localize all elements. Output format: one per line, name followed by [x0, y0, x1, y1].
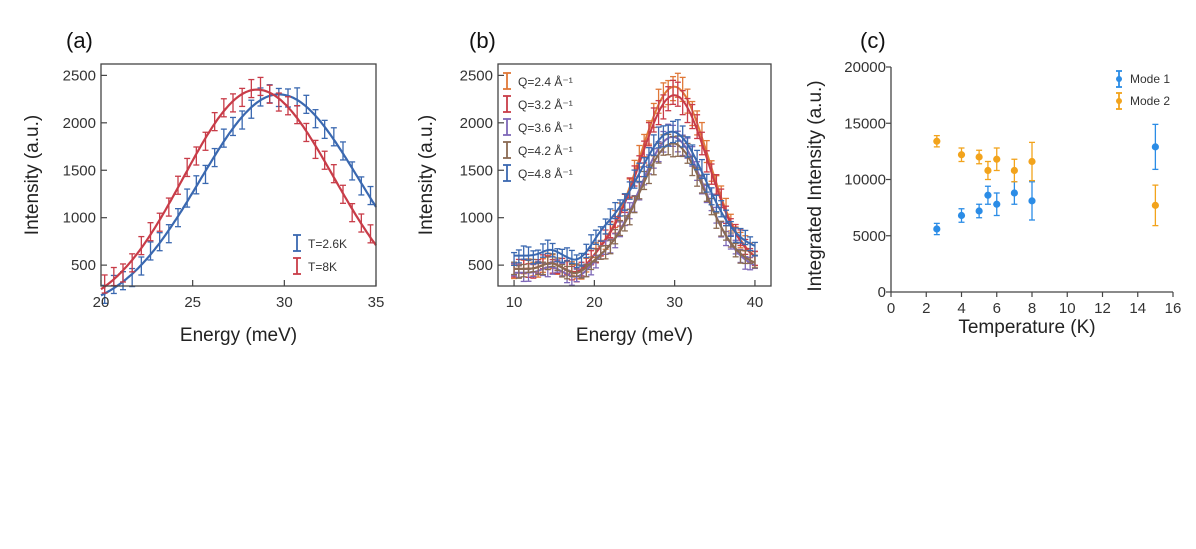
x-tick-label: 20: [93, 294, 110, 311]
x-tick-label: 8: [1028, 300, 1036, 317]
panel-a-ticks: 20 25 30 35 500 1000 1500 2000 2500: [63, 67, 385, 311]
x-tick-label: 4: [957, 300, 965, 317]
y-tick-label: 10000: [844, 172, 886, 189]
legend-label-t2.6k: T=2.6K: [308, 237, 347, 251]
panel-b-ylabel: Intensity (a.u.): [416, 115, 437, 235]
panel-a: (a) 20 25 30 35 500 1000 1500 2000 2500 Energy (…: [22, 28, 384, 346]
panel-b-plot-layer: [511, 72, 758, 286]
panel-c-legend: Mode 1 Mode 2: [1116, 70, 1170, 110]
data-point-mode1: [1151, 143, 1159, 151]
y-tick-label: 1500: [460, 162, 493, 179]
x-tick-label: 25: [184, 294, 201, 311]
x-tick-label: 14: [1129, 300, 1146, 317]
x-tick-label: 12: [1094, 300, 1111, 317]
x-tick-label: 10: [1059, 300, 1076, 317]
x-tick-label: 40: [747, 294, 764, 311]
panel-a-legend: T=2.6K T=8K: [293, 234, 347, 275]
data-point-mode1: [984, 191, 992, 199]
data-point-mode2: [993, 155, 1001, 163]
legend-label-q3.6: Q=3.6 Å⁻¹: [518, 120, 573, 135]
data-point-mode2: [933, 137, 941, 145]
panel-c-xlabel: Temperature (K): [958, 317, 1095, 338]
panel-a-label: (a): [66, 28, 93, 53]
panel-b: (b) 10 20 30 40 500 1000 1500 2000 2500 Energy (…: [416, 28, 772, 346]
data-point-mode2: [957, 151, 966, 159]
panel-b-frame: [497, 63, 772, 287]
y-tick-label: 2500: [63, 67, 96, 84]
panel-a-plot-layer: [100, 76, 377, 305]
x-tick-label: 2: [922, 300, 930, 317]
y-tick-label: 2500: [460, 67, 493, 84]
legend-label-q4.8: Q=4.8 Å⁻¹: [518, 166, 573, 181]
x-tick-label: 0: [887, 300, 895, 317]
y-tick-label: 500: [71, 257, 96, 274]
y-tick-label: 5000: [853, 228, 886, 245]
x-tick-label: 10: [506, 294, 523, 311]
y-tick-label: 1500: [63, 162, 96, 179]
panel-b-ticks: 10 20 30 40 500 1000 1500 2000 2500: [460, 67, 764, 311]
data-point-mode1: [993, 200, 1001, 208]
x-tick-label: 30: [666, 294, 683, 311]
x-tick-label: 35: [368, 294, 385, 311]
x-tick-label: 20: [586, 294, 603, 311]
data-point-mode1: [933, 225, 941, 233]
legend-label-q4.2: Q=4.2 Å⁻¹: [518, 143, 573, 158]
y-tick-label: 15000: [844, 115, 886, 132]
panel-a-frame: [100, 63, 377, 287]
x-tick-label: 6: [993, 300, 1001, 317]
legend-dot-mode2: [1116, 98, 1122, 104]
series-line-t2.6k: [100, 93, 377, 297]
x-tick-label: 30: [276, 294, 293, 311]
panel-c-ticks: 0 2 4 6 8 10 12 14 16 0 5000 10000 15000 20000: [844, 59, 1181, 317]
legend-label-mode2: Mode 2: [1130, 94, 1170, 108]
y-tick-label: 0: [878, 284, 886, 301]
y-tick-label: 1000: [460, 210, 493, 227]
y-tick-label: 2000: [460, 115, 493, 132]
legend-label-q3.2: Q=3.2 Å⁻¹: [518, 97, 573, 112]
panel-b-legend: Q=2.4 Å⁻¹ Q=3.2 Å⁻¹ Q=3.6 Å⁻¹ Q=4.2 Å⁻¹ …: [503, 72, 573, 182]
y-tick-label: 20000: [844, 59, 886, 76]
panel-c-plot-layer: [933, 123, 1159, 236]
data-point-mode2: [975, 153, 983, 161]
panel-c-ylabel: Integrated Intensity (a.u.): [805, 80, 826, 291]
data-point-mode1: [1010, 189, 1018, 197]
legend-label-t8k: T=8K: [308, 260, 337, 274]
panel-b-xlabel: Energy (meV): [576, 325, 693, 346]
data-point-mode2: [1151, 201, 1159, 209]
panel-a-xlabel: Energy (meV): [180, 325, 297, 346]
data-point-mode1: [975, 207, 983, 215]
x-tick-label: 16: [1165, 300, 1182, 317]
y-tick-label: 2000: [63, 115, 96, 132]
data-point-mode1: [957, 211, 966, 220]
panel-a-ylabel: Intensity (a.u.): [22, 115, 43, 235]
data-point-mode1: [1028, 197, 1036, 205]
series-line-t8k: [100, 88, 377, 291]
data-point-mode2: [1010, 166, 1018, 175]
data-point-mode2: [984, 166, 992, 175]
legend-label-mode1: Mode 1: [1130, 72, 1170, 86]
y-tick-label: 1000: [63, 210, 96, 227]
y-tick-label: 500: [468, 257, 493, 274]
data-point-mode2: [1028, 157, 1036, 166]
legend-label-q2.4: Q=2.4 Å⁻¹: [518, 74, 573, 89]
panel-c: (c) 0 2 4 6 8 10 12 14 16 0 5000 10000 15000 20000 Te…: [805, 28, 1181, 338]
panel-b-label: (b): [469, 28, 496, 53]
legend-dot-mode1: [1116, 76, 1122, 82]
panel-c-label: (c): [860, 28, 886, 53]
